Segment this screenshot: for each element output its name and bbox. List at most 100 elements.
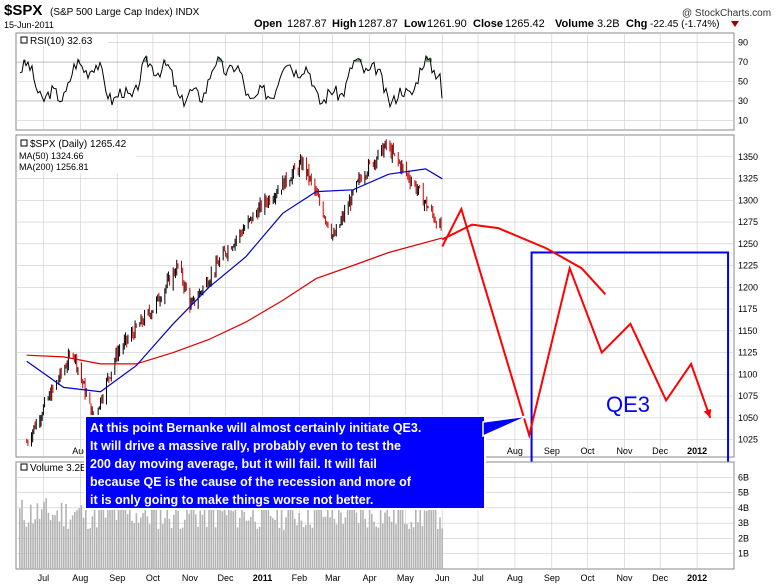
volume-bar: [250, 517, 252, 569]
volume-bar: [192, 507, 195, 569]
bottom-month-label: Nov: [616, 573, 633, 583]
volume-bar: [197, 526, 199, 569]
ma200-line: [26, 237, 443, 365]
volume-bar: [32, 523, 34, 569]
volume-bar: [93, 501, 96, 569]
volume-bar: [397, 507, 399, 569]
volume-bar: [428, 499, 430, 569]
volume-bar: [236, 527, 239, 569]
volume-bar: [360, 505, 362, 569]
volume-bar: [203, 496, 206, 569]
volume-bar: [324, 516, 327, 569]
volume-bar: [74, 511, 76, 569]
rsi-tick-label: 10: [738, 115, 748, 125]
volume-bar: [298, 513, 300, 569]
rsi-tick-label: 30: [738, 96, 748, 106]
legend-ma200: MA(200) 1256.81: [19, 162, 89, 172]
close-label: Close: [473, 18, 503, 30]
volume-bar: [126, 514, 129, 569]
volume-axis: 6B 5B 4B 3B 2B 1B: [738, 472, 749, 558]
volume-bar: [344, 517, 347, 569]
volume-bar: [373, 521, 375, 569]
volume-bar: [283, 529, 285, 569]
chart-date: 15-Jun-2011: [4, 20, 54, 30]
volume-bar: [366, 527, 369, 569]
volume-bar: [342, 524, 344, 569]
volume-bar: [393, 498, 395, 569]
volume-bar: [65, 503, 67, 569]
volume-bar: [399, 510, 402, 569]
bottom-month-label: Jul: [38, 573, 50, 583]
volume-tick-label: 1B: [738, 549, 749, 559]
volume-bar: [188, 513, 190, 569]
volume-bar: [329, 517, 331, 569]
price-tick-label: 1075: [738, 391, 758, 401]
price-tick-label: 1300: [738, 195, 758, 205]
volume-bar: [232, 511, 234, 569]
volume-bar: [410, 522, 413, 569]
volume-bar: [67, 528, 69, 569]
volume-bar: [212, 508, 215, 569]
volume-bar: [199, 510, 201, 569]
volume-bar: [375, 526, 377, 569]
volume-bar: [441, 528, 443, 569]
volume-bar: [164, 518, 166, 569]
price-tick-label: 1175: [738, 304, 757, 314]
volume-bar: [408, 528, 410, 569]
forecast-arrowhead-icon: [703, 408, 712, 418]
volume-bar: [225, 515, 228, 569]
volume-bar: [184, 519, 186, 569]
volume-bar: [247, 520, 250, 569]
top-month-label: Aug: [72, 446, 88, 456]
volume-bar: [157, 529, 160, 569]
ma50-line: [26, 168, 443, 393]
volume-bar: [346, 500, 349, 569]
volume-bar: [327, 499, 329, 569]
volume-bar: [289, 498, 292, 569]
volume-bar: [439, 517, 441, 569]
volume-bar: [100, 508, 102, 569]
volume-bar: [206, 526, 208, 569]
bottom-month-label: Oct: [146, 573, 161, 583]
volume-bar: [384, 512, 386, 569]
volume-bar: [285, 517, 287, 569]
volume-bar: [140, 517, 142, 569]
volume-bar: [38, 518, 41, 569]
bottom-month-label: Feb: [292, 573, 308, 583]
volume-bar: [265, 501, 267, 569]
volume-bar: [401, 499, 404, 569]
volume-bar: [41, 509, 43, 569]
price-tick-label: 1125: [738, 348, 757, 358]
price-tick-label: 1225: [738, 261, 758, 271]
volume-bar: [423, 510, 426, 569]
rsi-label-bg: [18, 34, 108, 46]
volume-bar: [234, 498, 237, 569]
bottom-x-axis: Jul Aug Sep Oct Nov Dec 2011 Feb Mar Apr May Jun Jul…: [38, 573, 707, 583]
bottom-month-label: Dec: [652, 573, 669, 583]
volume-bar: [155, 498, 157, 569]
volume-bar: [357, 522, 360, 569]
volume-bar: [113, 507, 116, 569]
volume-bar: [320, 503, 322, 569]
volume-bar: [434, 505, 437, 569]
volume-bar: [173, 514, 175, 569]
callout-line-5: it is only going to make things worse no…: [90, 493, 373, 507]
legend-ma50: MA(50) 1324.66: [19, 151, 84, 161]
volume-bar: [406, 524, 408, 569]
bottom-month-label: Aug: [72, 573, 88, 583]
callout-line-1: At this point Bernanke will almost certa…: [90, 421, 421, 435]
chg-value: -22.45 (-1.74%): [650, 19, 719, 30]
volume-bar: [34, 519, 36, 569]
volume-bar: [426, 510, 428, 569]
volume-bar: [421, 526, 424, 569]
bottom-month-label: Aug: [507, 573, 523, 583]
volume-value: 3.2B: [597, 18, 620, 30]
volume-bar: [272, 518, 274, 569]
volume-bar: [241, 508, 243, 569]
volume-bar: [175, 502, 177, 569]
volume-bar: [30, 504, 32, 569]
volume-bar: [419, 505, 421, 569]
volume-marker-icon: [20, 463, 28, 471]
rsi-panel: 90 70 50 30 10 RSI(10) 32.63: [15, 32, 748, 131]
